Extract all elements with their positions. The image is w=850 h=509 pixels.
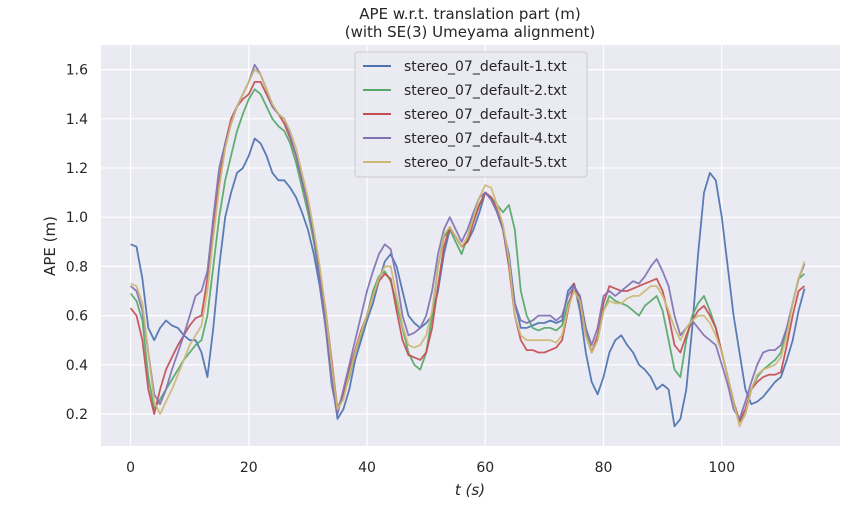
chart-subtitle: (with SE(3) Umeyama alignment)	[345, 23, 596, 41]
x-tick-label: 20	[240, 460, 258, 476]
x-tick-label: 0	[126, 460, 135, 476]
y-tick-labels: 0.2 0.4 0.6 0.8 1.0 1.2 1.4 1.6	[66, 63, 88, 423]
x-tick-label: 80	[595, 460, 613, 476]
x-tick-label: 60	[476, 460, 494, 476]
x-axis-label: t (s)	[455, 481, 485, 499]
y-tick-label: 0.2	[66, 407, 88, 423]
y-tick-label: 0.8	[66, 259, 88, 275]
y-axis-label: APE (m)	[41, 216, 59, 276]
legend-entry-2: stereo_07_default-2.txt	[404, 83, 567, 99]
series-lines	[129, 63, 806, 428]
x-tick-label: 100	[708, 460, 735, 476]
y-tick-label: 1.0	[66, 210, 88, 226]
legend-entry-5: stereo_07_default-5.txt	[404, 155, 567, 171]
grid-lines	[101, 45, 840, 446]
x-tick-label: 40	[358, 460, 376, 476]
y-tick-label: 1.2	[66, 161, 88, 177]
legend-entry-4: stereo_07_default-4.txt	[404, 131, 567, 147]
y-tick-label: 0.6	[66, 309, 88, 325]
legend-box	[354, 51, 588, 178]
chart-title: APE w.r.t. translation part (m)	[359, 5, 580, 23]
legend-entry-1: stereo_07_default-1.txt	[404, 59, 567, 75]
series-line-5	[130, 68, 806, 428]
y-tick-label: 0.4	[66, 358, 88, 374]
x-tick-labels: 0 20 40 60 80 100	[126, 460, 735, 476]
legend: stereo_07_default-1.txt stereo_07_default…	[354, 51, 588, 178]
y-tick-label: 1.4	[66, 112, 88, 128]
legend-entry-3: stereo_07_default-3.txt	[404, 107, 567, 123]
y-tick-label: 1.6	[66, 63, 88, 79]
